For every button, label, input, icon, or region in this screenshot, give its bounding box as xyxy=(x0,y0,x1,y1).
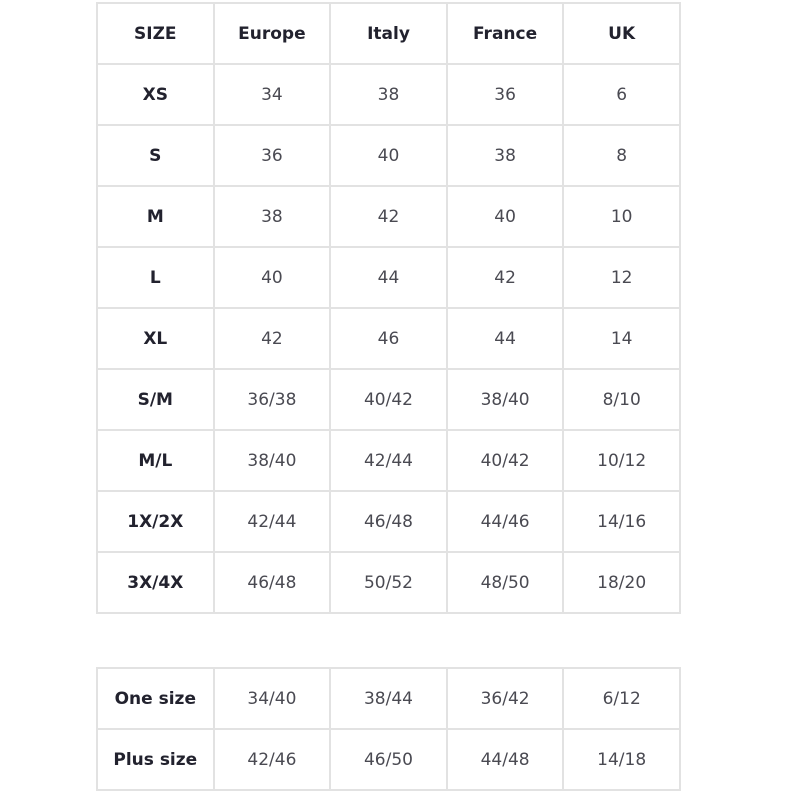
size-value-cell: 44/48 xyxy=(445,728,565,791)
size-value-cell: 34/40 xyxy=(212,667,332,730)
size-value-cell: 50/52 xyxy=(329,551,448,614)
size-value-cell: 40 xyxy=(212,246,332,309)
size-value-cell: 38 xyxy=(445,124,565,187)
size-value-cell: 38 xyxy=(212,185,332,248)
size-value-cell: 44 xyxy=(329,246,448,309)
size-value-cell: 42/44 xyxy=(212,490,332,553)
size-value-cell: 42 xyxy=(212,307,332,370)
size-value-cell: 34 xyxy=(212,63,332,126)
size-label-cell: 1X/2X xyxy=(96,490,215,553)
size-label-cell: M/L xyxy=(96,429,215,492)
size-value-cell: 44/46 xyxy=(445,490,565,553)
size-value-cell: 44 xyxy=(445,307,565,370)
size-label-cell: 3X/4X xyxy=(96,551,215,614)
size-value-cell: 12 xyxy=(562,246,681,309)
size-value-cell: 38/44 xyxy=(329,667,448,730)
table-row: M/L 38/40 42/44 40/42 10/12 xyxy=(96,429,681,492)
table-row: One size 34/40 38/44 36/42 6/12 xyxy=(96,667,681,730)
size-conversion-table: SIZE Europe Italy France UK XS 34 38 36 6 S 36 40 38 8… xyxy=(96,2,681,614)
size-value-cell: 38 xyxy=(329,63,448,126)
special-size-table: One size 34/40 38/44 36/42 6/12 Plus size 42/4… xyxy=(96,667,681,791)
size-label-cell: XS xyxy=(96,63,215,126)
size-value-cell: 42/46 xyxy=(212,728,332,791)
table-row: M 38 42 40 10 xyxy=(96,185,681,248)
size-value-cell: 48/50 xyxy=(445,551,565,614)
size-value-cell: 36 xyxy=(212,124,332,187)
size-value-cell: 6/12 xyxy=(562,667,681,730)
size-value-cell: 10 xyxy=(562,185,681,248)
size-value-cell: 46 xyxy=(329,307,448,370)
size-label-cell: M xyxy=(96,185,215,248)
size-value-cell: 36 xyxy=(445,63,565,126)
size-value-cell: 40 xyxy=(445,185,565,248)
size-value-cell: 40 xyxy=(329,124,448,187)
size-value-cell: 46/48 xyxy=(329,490,448,553)
size-value-cell: 6 xyxy=(562,63,681,126)
size-value-cell: 8 xyxy=(562,124,681,187)
size-label-cell: L xyxy=(96,246,215,309)
size-value-cell: 36/38 xyxy=(212,368,332,431)
size-label-cell: XL xyxy=(96,307,215,370)
size-label-cell: One size xyxy=(96,667,215,730)
column-header: France xyxy=(445,2,565,65)
table-row: XL 42 46 44 14 xyxy=(96,307,681,370)
size-value-cell: 36/42 xyxy=(445,667,565,730)
table-row: S/M 36/38 40/42 38/40 8/10 xyxy=(96,368,681,431)
column-header: Italy xyxy=(329,2,448,65)
size-value-cell: 18/20 xyxy=(562,551,681,614)
table-row: 1X/2X 42/44 46/48 44/46 14/16 xyxy=(96,490,681,553)
table-row: S 36 40 38 8 xyxy=(96,124,681,187)
column-header: Europe xyxy=(212,2,332,65)
size-value-cell: 38/40 xyxy=(212,429,332,492)
size-value-cell: 40/42 xyxy=(445,429,565,492)
size-value-cell: 40/42 xyxy=(329,368,448,431)
size-value-cell: 42/44 xyxy=(329,429,448,492)
size-value-cell: 14/16 xyxy=(562,490,681,553)
size-value-cell: 14 xyxy=(562,307,681,370)
size-value-cell: 10/12 xyxy=(562,429,681,492)
size-value-cell: 8/10 xyxy=(562,368,681,431)
size-label-cell: S xyxy=(96,124,215,187)
size-label-cell: Plus size xyxy=(96,728,215,791)
size-value-cell: 42 xyxy=(445,246,565,309)
table-row: L 40 44 42 12 xyxy=(96,246,681,309)
size-value-cell: 42 xyxy=(329,185,448,248)
table-row: 3X/4X 46/48 50/52 48/50 18/20 xyxy=(96,551,681,614)
size-value-cell: 14/18 xyxy=(562,728,681,791)
table-row: Plus size 42/46 46/50 44/48 14/18 xyxy=(96,728,681,791)
column-header: SIZE xyxy=(96,2,215,65)
column-header: UK xyxy=(562,2,681,65)
size-value-cell: 38/40 xyxy=(445,368,565,431)
size-label-cell: S/M xyxy=(96,368,215,431)
header-row: SIZE Europe Italy France UK xyxy=(96,2,681,65)
size-value-cell: 46/50 xyxy=(329,728,448,791)
size-value-cell: 46/48 xyxy=(212,551,332,614)
table-row: XS 34 38 36 6 xyxy=(96,63,681,126)
